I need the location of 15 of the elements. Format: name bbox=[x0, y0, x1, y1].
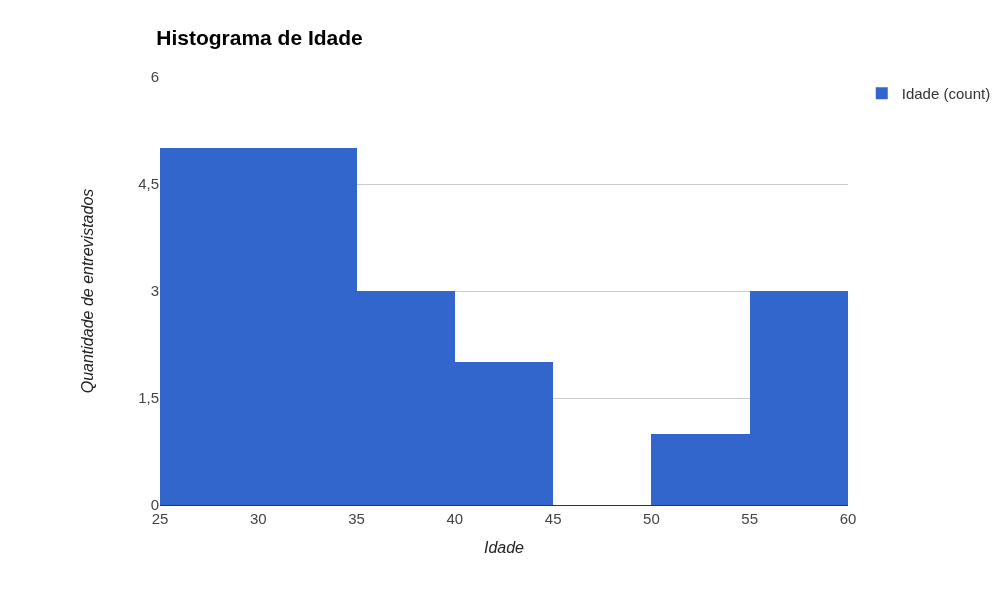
y-tick-label: 3 bbox=[150, 282, 159, 300]
x-tick-label: 60 bbox=[839, 510, 857, 527]
x-tick-label: 30 bbox=[249, 510, 267, 527]
x-tick-label: 55 bbox=[741, 510, 759, 527]
y-tick-label: 4,5 bbox=[138, 175, 159, 193]
legend-label: Idade (count) bbox=[901, 85, 991, 103]
x-tick-label: 35 bbox=[348, 510, 365, 527]
y-axis-title: Quantidade de entrevistados bbox=[79, 188, 97, 394]
x-axis-title: Idade bbox=[483, 538, 525, 556]
y-tick-label: 6 bbox=[150, 68, 159, 86]
y-tick-label: 1,5 bbox=[138, 389, 159, 407]
x-tick-label: 50 bbox=[643, 510, 660, 527]
x-tick-label: 45 bbox=[544, 510, 562, 527]
chart-title: Histograma de Idade bbox=[156, 25, 363, 49]
x-tick-label: 40 bbox=[446, 510, 464, 527]
